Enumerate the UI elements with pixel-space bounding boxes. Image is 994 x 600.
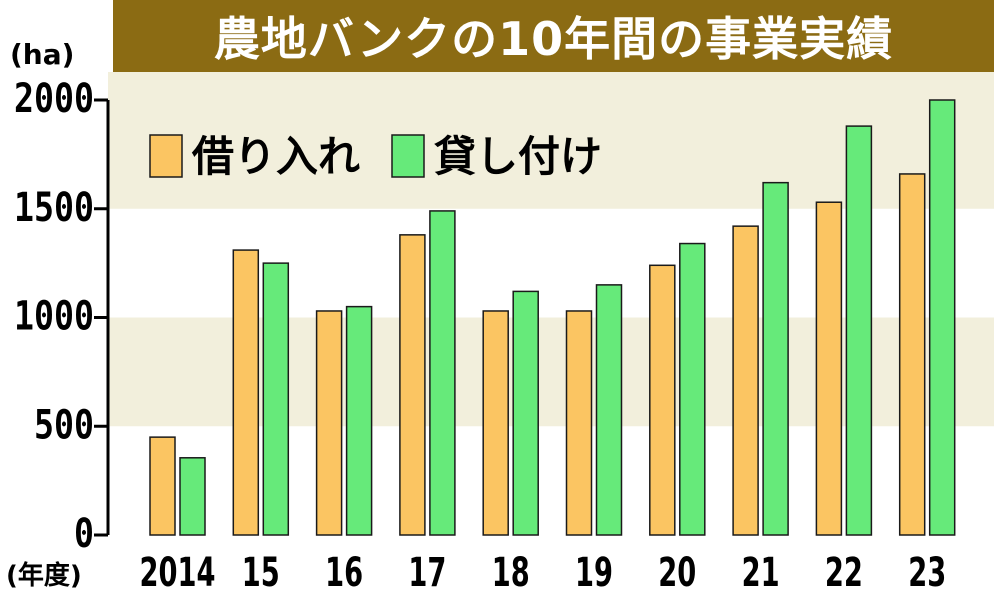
bar-lend	[345, 305, 373, 536]
bar-lend	[928, 99, 956, 536]
bar-lend	[845, 125, 873, 536]
bar-borrow	[399, 234, 426, 536]
grid-band	[108, 72, 994, 100]
legend-label-lend: 貸し付け	[434, 132, 602, 181]
bar-lend	[762, 181, 789, 536]
bar-lend	[429, 210, 456, 536]
bar-borrow	[732, 225, 759, 536]
chart-title: 農地バンクの10年間の事業実績	[213, 12, 894, 66]
bar-borrow	[565, 310, 593, 536]
legend-label-borrow: 借り入れ	[191, 132, 360, 181]
bar-borrow	[149, 436, 176, 536]
legend-swatch-borrow	[149, 134, 183, 178]
bar-lend	[179, 457, 206, 536]
x-axis-unit-label: (年度)	[6, 560, 82, 591]
x-tick-label: 16	[325, 550, 363, 596]
y-unit-label: (ha)	[10, 38, 75, 71]
y-tick-label: 1000	[14, 294, 94, 340]
bar-borrow	[232, 249, 260, 536]
x-tick-label: 2014	[140, 550, 216, 596]
bar-lend	[512, 290, 539, 536]
x-tick-label: 22	[825, 550, 863, 596]
title-bar: 農地バンクの10年間の事業実績	[113, 0, 994, 72]
x-tick-label: 21	[742, 550, 780, 596]
x-tick-label: 17	[408, 550, 446, 596]
bar-borrow	[315, 310, 343, 536]
bar-borrow	[649, 264, 676, 536]
x-tick-label: 18	[492, 550, 530, 596]
x-tick-label: 20	[658, 550, 696, 596]
x-tick-label: 23	[908, 550, 946, 596]
y-tick-label: 1500	[14, 185, 94, 231]
y-tick-label: 2000	[14, 76, 94, 122]
bar-lend	[679, 242, 706, 536]
bar-borrow	[815, 201, 843, 536]
legend-swatch-lend	[391, 134, 425, 178]
y-tick-label: 500	[34, 402, 94, 448]
bar-lend	[595, 284, 623, 536]
bar-borrow	[898, 173, 926, 536]
bar-lend	[262, 262, 290, 536]
bar-borrow	[482, 310, 509, 536]
y-tick-label: 0	[74, 511, 94, 557]
x-tick-label: 19	[575, 550, 613, 596]
x-tick-label: 15	[242, 550, 280, 596]
